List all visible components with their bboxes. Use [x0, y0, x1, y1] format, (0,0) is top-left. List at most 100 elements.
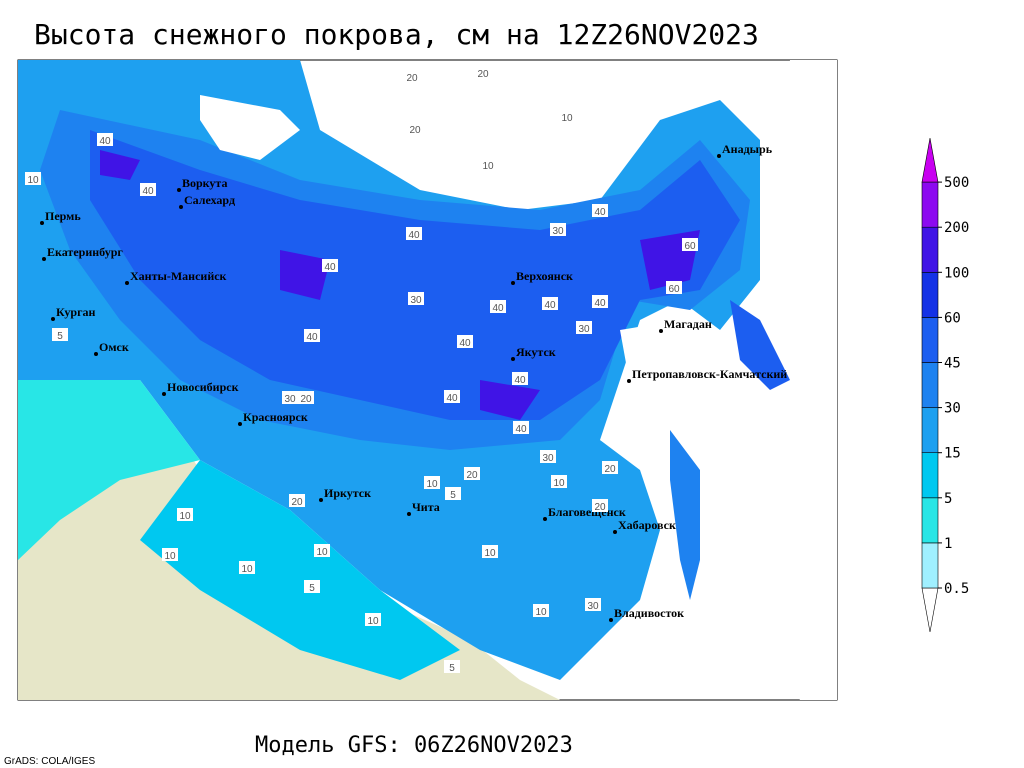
legend-swatch: [921, 181, 939, 228]
city-dot: [613, 530, 617, 534]
city-label: Екатеринбург: [47, 245, 123, 259]
contour-label: 10: [179, 511, 191, 522]
contour-label-bg: [550, 223, 566, 236]
contour-label: 10: [164, 551, 176, 562]
contour-label-bg: [551, 475, 567, 488]
city-label: Ханты-Мансийск: [130, 269, 227, 283]
contour-label-bg: [576, 321, 592, 334]
contour-label: 10: [426, 479, 438, 490]
contour-label: 30: [284, 394, 296, 405]
contour-label-bg: [282, 391, 298, 404]
contour-label: 10: [553, 478, 565, 489]
city-dot: [609, 618, 613, 622]
contour-label: 10: [316, 547, 328, 558]
contour-label: 40: [142, 186, 154, 197]
contour-label: 20: [300, 394, 312, 405]
city-dot: [407, 512, 411, 516]
contour-label-bg: [592, 295, 608, 308]
city-dot: [511, 357, 515, 361]
contour-label: 10: [484, 548, 496, 559]
credit: GrADS: COLA/IGES: [4, 756, 95, 767]
contour-label-bg: [559, 110, 575, 123]
contour-label-bg: [304, 329, 320, 342]
legend-label: 5: [944, 491, 952, 507]
contour-label: 10: [561, 113, 573, 124]
contour-label: 40: [408, 230, 420, 241]
city-label: Анадырь: [722, 142, 773, 156]
contour-label: 20: [604, 464, 616, 475]
legend-swatch: [921, 407, 939, 454]
contour-label-bg: [666, 281, 682, 294]
city-dot: [238, 422, 242, 426]
contour-label-bg: [404, 70, 420, 83]
city-dot: [51, 317, 55, 321]
contour-label: 40: [544, 300, 556, 311]
contour-label-bg: [25, 172, 41, 185]
legend-swatch: [921, 317, 939, 363]
city-label: Владивосток: [614, 606, 684, 620]
contour-label-bg: [444, 390, 460, 403]
city-dot: [162, 392, 166, 396]
legend-label: 60: [944, 310, 961, 326]
legend-label: 15: [944, 446, 961, 462]
contour-label-bg: [140, 183, 156, 196]
contour-label: 40: [594, 298, 606, 309]
city-label: Омск: [99, 340, 129, 354]
city-dot: [543, 517, 547, 521]
contour-label-bg: [239, 561, 255, 574]
legend-swatch: [921, 138, 939, 183]
contour-label: 40: [446, 393, 458, 404]
contour-labels: 20 20 10 20 10 40 10 40 40 30 40 40 30 40 40 40 60 60 30 40…: [25, 66, 698, 674]
city-dot: [40, 221, 44, 225]
contour-label: 5: [309, 583, 315, 594]
city-dot: [511, 281, 515, 285]
city-label: Хабаровск: [618, 518, 676, 532]
contour-label-bg: [424, 476, 440, 489]
contour-label-bg: [490, 300, 506, 313]
contour-label: 10: [535, 607, 547, 618]
contour-label-bg: [540, 450, 556, 463]
contour-label-bg: [602, 461, 618, 474]
contour-label: 5: [450, 490, 456, 501]
map: [17, 59, 838, 701]
city-dot: [177, 188, 181, 192]
contour-label: 10: [241, 564, 253, 575]
contour-label-bg: [592, 499, 608, 512]
contour-label: 20: [406, 73, 418, 84]
contour-label-bg: [298, 391, 314, 404]
legend-swatch: [921, 226, 939, 273]
contour-label-bg: [682, 238, 698, 251]
contour-label: 5: [449, 663, 455, 674]
contour-label: 40: [306, 332, 318, 343]
contour-label-bg: [482, 545, 498, 558]
city-label: Иркутск: [324, 486, 371, 500]
contour-label: 20: [466, 470, 478, 481]
contour-label-bg: [457, 335, 473, 348]
contour-label-bg: [513, 421, 529, 434]
city-dot: [659, 329, 663, 333]
contour-label-bg: [177, 508, 193, 521]
legend-label: 500: [944, 175, 969, 191]
legend-swatch: [921, 497, 939, 544]
contour-label: 10: [367, 616, 379, 627]
legend-label: 0.5: [944, 581, 969, 597]
contour-label: 60: [684, 241, 696, 252]
contour-label: 10: [27, 175, 39, 186]
legend-swatch: [921, 362, 939, 408]
contour-label-bg: [304, 580, 320, 593]
contour-label: 30: [542, 453, 554, 464]
contour-label: 5: [57, 331, 63, 342]
contour-label: 40: [492, 303, 504, 314]
city-labels: Анадырь Воркута Салехард Пермь Екатеринбург Х…: [40, 142, 787, 622]
city-label: Якутск: [516, 345, 556, 359]
contour-label-bg: [314, 544, 330, 557]
legend-swatch: [921, 542, 939, 589]
contour-label: 20: [594, 502, 606, 513]
contour-label-bg: [592, 204, 608, 217]
contour-label-bg: [533, 604, 549, 617]
city-dot: [319, 498, 323, 502]
city-label: Салехард: [184, 193, 235, 207]
legend-label: 200: [944, 220, 969, 236]
contour-label-bg: [162, 548, 178, 561]
